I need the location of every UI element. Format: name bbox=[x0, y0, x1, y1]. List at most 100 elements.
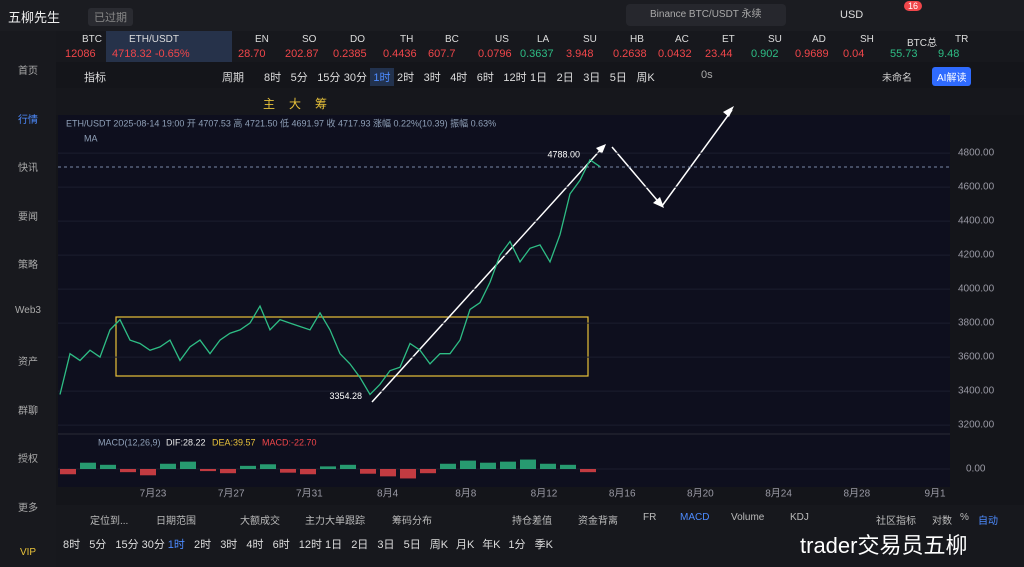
currency[interactable]: USD bbox=[840, 9, 864, 21]
period-option[interactable]: 2日 bbox=[556, 72, 574, 84]
bottom-period[interactable]: 3日 bbox=[377, 539, 395, 551]
period-option[interactable]: 5分 bbox=[290, 72, 308, 84]
period-option[interactable]: 3日 bbox=[583, 72, 601, 84]
bottom-tab[interactable]: 自动 bbox=[978, 516, 998, 527]
ticker-symbol[interactable]: SO bbox=[302, 34, 317, 45]
ticker-price[interactable]: 12086 bbox=[65, 48, 96, 60]
ticker-symbol[interactable]: US bbox=[495, 34, 509, 45]
ticker-symbol[interactable]: TH bbox=[400, 34, 414, 45]
nav-item[interactable]: 首页 bbox=[18, 66, 38, 77]
bottom-period[interactable]: 5分 bbox=[89, 539, 107, 551]
ticker-price[interactable]: 607.7 bbox=[428, 48, 456, 60]
ticker-symbol[interactable]: HB bbox=[630, 34, 644, 45]
ticker-price[interactable]: 9.48 bbox=[938, 48, 960, 60]
ticker-price[interactable]: 0.2385 bbox=[333, 48, 367, 60]
ticker-symbol[interactable]: SH bbox=[860, 34, 874, 45]
ticker-symbol[interactable]: ET bbox=[722, 34, 735, 45]
bottom-period[interactable]: 1分 bbox=[508, 539, 526, 551]
period-option[interactable]: 3时 bbox=[423, 72, 441, 84]
period-option[interactable]: 8时 bbox=[264, 72, 282, 84]
ticker-price[interactable]: 0.2638 bbox=[613, 48, 647, 60]
bottom-tab[interactable]: 主力大单跟踪 bbox=[305, 516, 365, 527]
period-option[interactable]: 30分 bbox=[343, 72, 368, 84]
ticker-price[interactable]: 0.4436 bbox=[383, 48, 417, 60]
ticker-price[interactable]: 0.3637 bbox=[520, 48, 554, 60]
ticker-price[interactable]: 0.902 bbox=[751, 48, 779, 60]
ticker-price[interactable]: 0.0432 bbox=[658, 48, 692, 60]
bottom-period[interactable]: 3时 bbox=[220, 539, 238, 551]
bottom-tab[interactable]: 资金背离 bbox=[578, 516, 618, 527]
nav-item[interactable]: 行情 bbox=[18, 114, 38, 126]
period[interactable]: 周期 bbox=[222, 72, 244, 84]
ticker-price[interactable]: 55.73 bbox=[890, 48, 918, 60]
ticker-price[interactable]: 202.87 bbox=[285, 48, 319, 60]
bottom-period[interactable]: 1日 bbox=[325, 539, 343, 551]
ticker-price[interactable]: 0.0796 bbox=[478, 48, 512, 60]
ticker-price[interactable]: 4718.32 -0.65% bbox=[112, 48, 190, 60]
period-option[interactable]: 6时 bbox=[476, 72, 494, 84]
bottom-period[interactable]: 6时 bbox=[272, 539, 290, 551]
period-option[interactable]: 周K bbox=[636, 72, 655, 84]
bottom-tab[interactable]: 大额成交 bbox=[240, 516, 280, 527]
draw-tool[interactable]: 筹 bbox=[315, 97, 328, 111]
bottom-period[interactable]: 2日 bbox=[351, 539, 369, 551]
ticker-symbol[interactable]: BTC总 bbox=[907, 38, 937, 49]
ticker-symbol[interactable]: SU bbox=[583, 34, 597, 45]
draw-tool[interactable]: 大 bbox=[289, 97, 302, 111]
draw-tool[interactable]: 主 bbox=[263, 97, 276, 111]
ticker-price[interactable]: 3.948 bbox=[566, 48, 594, 60]
bottom-period[interactable]: 1时 bbox=[167, 539, 185, 551]
period-option[interactable]: 4时 bbox=[450, 72, 468, 84]
ticker-symbol[interactable]: EN bbox=[255, 34, 269, 45]
period-option[interactable]: 1日 bbox=[530, 72, 548, 84]
bottom-period[interactable]: 2时 bbox=[194, 539, 212, 551]
bottom-tab[interactable]: 社区指标 bbox=[876, 516, 916, 527]
bottom-period[interactable]: 12时 bbox=[298, 539, 323, 551]
bottom-tab[interactable]: Volume bbox=[731, 512, 765, 523]
layout[interactable]: 未命名 bbox=[882, 73, 912, 84]
nav-item[interactable]: 授权 bbox=[18, 454, 38, 465]
bottom-tab[interactable]: 定位到... bbox=[90, 516, 129, 527]
ticker-price[interactable]: 0.04 bbox=[843, 48, 865, 60]
bottom-period[interactable]: 8时 bbox=[63, 539, 81, 551]
bottom-tab[interactable]: 持仓差值 bbox=[512, 516, 552, 527]
ticker-price[interactable]: 0.9689 bbox=[795, 48, 829, 60]
period-option[interactable]: 12时 bbox=[503, 72, 527, 84]
bottom-tab[interactable]: 日期范围 bbox=[156, 516, 196, 527]
bottom-tab[interactable]: MACD bbox=[680, 512, 710, 523]
period-option[interactable]: 15分 bbox=[317, 72, 341, 84]
bottom-tab[interactable]: KDJ bbox=[790, 512, 809, 523]
search[interactable]: Binance BTC/USDT 永续 bbox=[626, 4, 786, 26]
bottom-period[interactable]: 30分 bbox=[141, 539, 165, 551]
bottom-period[interactable]: 4时 bbox=[246, 539, 264, 551]
bottom-tab[interactable]: 对数 bbox=[932, 516, 952, 527]
period-option[interactable]: 5日 bbox=[609, 72, 627, 84]
nav-item[interactable]: 要闻 bbox=[18, 211, 38, 223]
bottom-period[interactable]: 月K bbox=[456, 539, 475, 551]
nav-item[interactable]: 快讯 bbox=[18, 163, 38, 174]
ticker-price[interactable]: 28.70 bbox=[238, 48, 266, 60]
bottom-period[interactable]: 5日 bbox=[403, 539, 421, 551]
nav-item[interactable]: Web3 bbox=[15, 304, 41, 316]
ticker-symbol[interactable]: BC bbox=[445, 34, 459, 45]
bottom-tab[interactable]: FR bbox=[643, 512, 657, 523]
ticker-symbol[interactable]: SU bbox=[768, 34, 782, 45]
bottom-period[interactable]: 年K bbox=[482, 539, 501, 551]
bottom-period[interactable]: 季K bbox=[534, 539, 553, 551]
nav-item[interactable]: 资产 bbox=[18, 357, 38, 368]
ticker-symbol[interactable]: LA bbox=[537, 34, 550, 45]
ticker-symbol[interactable]: DO bbox=[350, 34, 365, 45]
ai-button[interactable]: AI解读 bbox=[932, 67, 972, 86]
ticker-symbol[interactable]: BTC bbox=[82, 34, 102, 45]
nav-item[interactable]: 策略 bbox=[18, 260, 38, 271]
nav-item[interactable]: 更多 bbox=[18, 502, 38, 514]
nav-item[interactable]: 群聊 bbox=[18, 405, 38, 417]
bottom-tab[interactable]: 筹码分布 bbox=[392, 516, 432, 527]
indicator[interactable]: 指标 bbox=[84, 72, 106, 84]
ticker-symbol[interactable]: ETH/USDT bbox=[129, 34, 179, 45]
bottom-period[interactable]: 周K bbox=[429, 539, 449, 551]
nav-item[interactable]: VIP bbox=[19, 547, 37, 558]
ticker-symbol[interactable]: AC bbox=[675, 34, 689, 45]
ticker-symbol[interactable]: AD bbox=[812, 34, 826, 45]
bottom-period[interactable]: 15分 bbox=[115, 539, 139, 551]
